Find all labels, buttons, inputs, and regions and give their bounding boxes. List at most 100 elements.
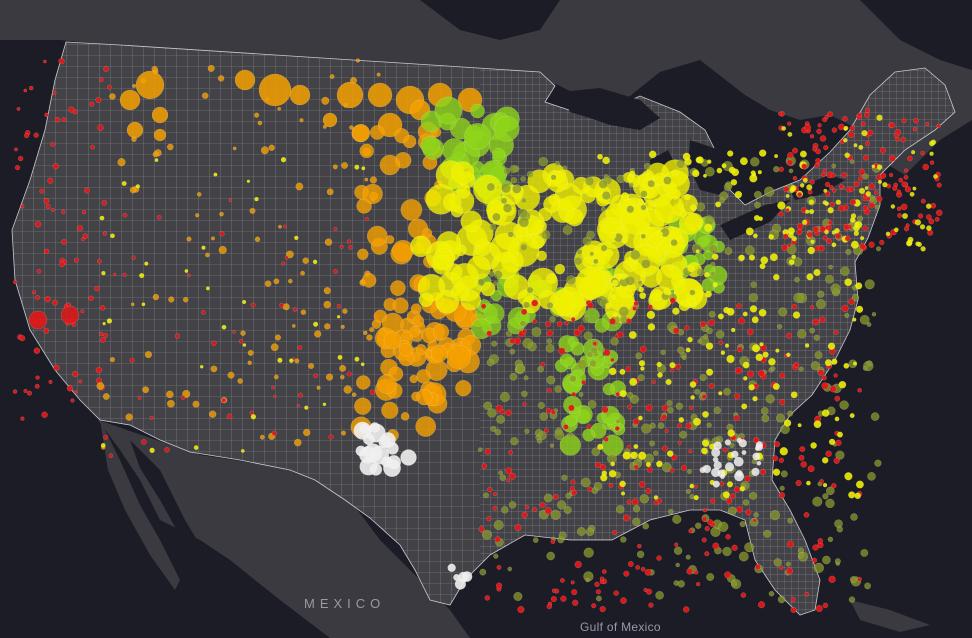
olive-symbol [724, 247, 733, 255]
red-symbol [821, 382, 829, 390]
yellow-symbol [442, 193, 462, 212]
olive-symbol [753, 512, 759, 518]
yellow-symbol [919, 224, 926, 230]
olive-symbol [635, 352, 643, 360]
yellow-symbol [622, 451, 631, 460]
olive-symbol [620, 536, 627, 543]
red-symbol [550, 595, 557, 603]
red-symbol [543, 428, 549, 434]
yellow-symbol [121, 180, 127, 187]
red-symbol [122, 272, 127, 277]
red-symbol [853, 181, 860, 188]
yellow-symbol [726, 481, 734, 488]
yellow-symbol [703, 272, 710, 278]
red-symbol [506, 478, 511, 483]
orange-symbol [96, 382, 105, 390]
yellow-symbol [288, 358, 294, 364]
red-symbol [613, 590, 619, 596]
red-symbol [702, 508, 708, 513]
red-symbol [704, 525, 710, 532]
yellow-symbol [619, 389, 627, 398]
orange-symbol [195, 213, 200, 218]
orange-symbol [400, 198, 423, 221]
orange-symbol [152, 151, 159, 158]
orange-symbol [109, 93, 116, 100]
orange-symbol [359, 143, 374, 159]
yellow-symbol [201, 245, 206, 250]
orange-symbol [325, 373, 334, 381]
orange-symbol [352, 124, 371, 142]
olive-symbol [523, 301, 530, 309]
yellow-symbol [637, 415, 643, 421]
yellow-symbol [768, 234, 775, 240]
red-symbol [826, 238, 832, 245]
red-symbol [759, 344, 767, 352]
yellow-symbol [294, 235, 299, 241]
red-symbol [271, 385, 276, 390]
yellow-symbol [645, 461, 652, 468]
red-symbol [712, 542, 720, 550]
yellow-symbol [629, 377, 638, 386]
orange-symbol [249, 207, 256, 214]
red-symbol [903, 168, 909, 173]
olive-symbol [661, 462, 672, 473]
yellow-symbol [852, 317, 857, 322]
red-symbol [532, 318, 537, 324]
red-symbol [782, 233, 789, 240]
baja-peninsula [100, 420, 180, 590]
yellow-symbol [772, 382, 780, 391]
orange-symbol [125, 413, 133, 421]
yellow-symbol [205, 286, 210, 291]
olive-symbol [649, 440, 656, 447]
yellow-symbol [689, 204, 697, 212]
red-symbol [832, 188, 837, 193]
orange-symbol [285, 250, 294, 259]
yellow-symbol [745, 227, 754, 236]
red-symbol [174, 333, 181, 339]
olive-symbol [836, 526, 844, 533]
yellow-symbol [915, 241, 921, 247]
orange-symbol [326, 188, 334, 196]
orange-symbol [341, 162, 349, 169]
red-symbol [45, 203, 51, 210]
orange-symbol [379, 154, 401, 176]
orange-symbol [394, 128, 410, 144]
olive-symbol [496, 414, 506, 424]
yellow-symbol [791, 254, 797, 260]
red-symbol [545, 321, 551, 328]
olive-symbol [810, 361, 821, 371]
yellow-symbol [855, 480, 864, 489]
olive-symbol [569, 374, 577, 383]
olive-symbol [507, 566, 513, 572]
yellow-symbol [638, 359, 646, 367]
olive-symbol [500, 197, 508, 205]
olive-symbol [817, 290, 825, 298]
red-symbol [52, 90, 57, 96]
yellow-symbol [582, 256, 594, 268]
orange-symbol [205, 252, 210, 258]
yellow-symbol [611, 294, 617, 301]
red-symbol [669, 297, 676, 304]
yellow-symbol [602, 156, 611, 165]
red-symbol [73, 257, 79, 263]
red-symbol [43, 248, 50, 255]
red-symbol [779, 372, 786, 379]
olive-symbol [779, 485, 785, 491]
yellow-symbol [844, 152, 851, 159]
olive-symbol [780, 470, 788, 478]
yellow-symbol [749, 174, 758, 183]
red-symbol [76, 225, 84, 232]
red-symbol [626, 499, 632, 505]
olive-symbol [874, 459, 882, 467]
red-symbol [369, 389, 376, 395]
red-symbol [13, 279, 18, 285]
olive-symbol [677, 580, 685, 588]
red-symbol [880, 172, 887, 179]
orange-symbol [302, 257, 310, 265]
red-symbol [521, 511, 528, 519]
red-symbol [551, 588, 557, 593]
olive-symbol [867, 472, 876, 481]
yellow-symbol [788, 259, 795, 265]
olive-symbol [630, 249, 641, 261]
